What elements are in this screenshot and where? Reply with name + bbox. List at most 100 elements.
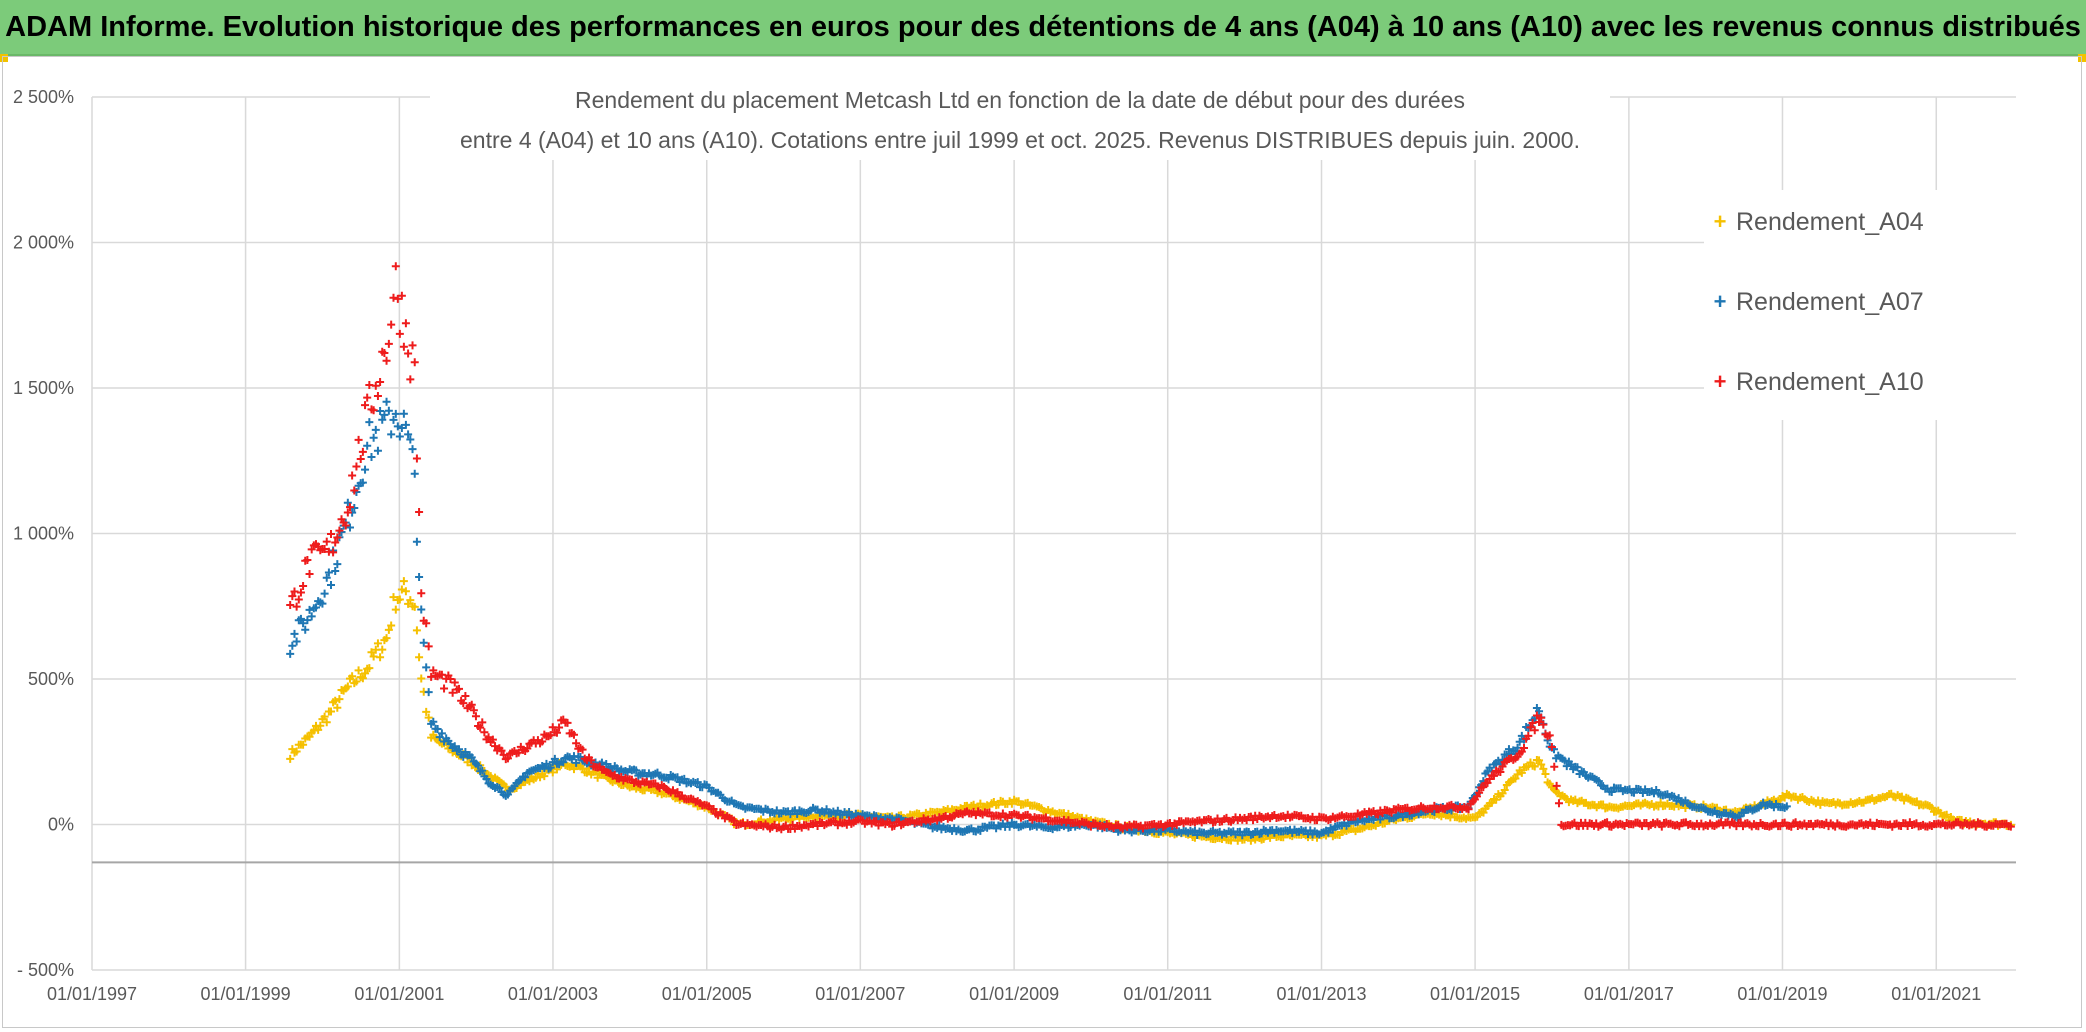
y-tick-label: 0% bbox=[48, 815, 74, 835]
y-tick-label: 2 000% bbox=[13, 233, 74, 253]
point-rendement_a07 bbox=[399, 409, 408, 418]
point-rendement_a10 bbox=[294, 595, 303, 604]
point-rendement_a10 bbox=[1526, 723, 1535, 732]
x-tick-label: 01/01/2021 bbox=[1891, 984, 1981, 1004]
point-rendement_a10 bbox=[350, 486, 359, 495]
point-rendement_a10 bbox=[329, 548, 338, 557]
point-rendement_a10 bbox=[341, 521, 350, 530]
point-rendement_a10 bbox=[335, 526, 344, 535]
point-rendement_a04 bbox=[1537, 760, 1546, 769]
point-rendement_a07 bbox=[292, 637, 301, 646]
point-rendement_a07 bbox=[343, 498, 352, 507]
point-rendement_a04 bbox=[376, 653, 385, 662]
point-rendement_a07 bbox=[521, 773, 530, 782]
point-rendement_a10 bbox=[384, 339, 393, 348]
point-rendement_a04 bbox=[540, 772, 549, 781]
point-rendement_a07 bbox=[387, 430, 396, 439]
point-rendement_a10 bbox=[1603, 818, 1612, 827]
point-rendement_a10 bbox=[1524, 731, 1533, 740]
point-rendement_a10 bbox=[352, 462, 361, 471]
x-tick-label: 01/01/2011 bbox=[1123, 984, 1212, 1004]
point-rendement_a04 bbox=[348, 672, 357, 681]
point-rendement_a07 bbox=[546, 763, 555, 772]
point-rendement_a10 bbox=[480, 728, 489, 737]
point-rendement_a07 bbox=[664, 775, 673, 784]
point-rendement_a10 bbox=[320, 544, 329, 553]
point-rendement_a10 bbox=[410, 358, 419, 367]
legend-item-a07: + Rendement_A07 bbox=[1704, 282, 1924, 322]
point-rendement_a04 bbox=[378, 645, 387, 654]
point-rendement_a10 bbox=[406, 375, 415, 384]
point-rendement_a10 bbox=[371, 381, 380, 390]
y-tick-label: 1 500% bbox=[13, 378, 74, 398]
point-rendement_a10 bbox=[382, 356, 391, 365]
point-rendement_a07 bbox=[358, 478, 367, 487]
point-rendement_a07 bbox=[1567, 760, 1576, 769]
point-rendement_a07 bbox=[345, 523, 354, 532]
point-rendement_a07 bbox=[417, 605, 426, 614]
point-rendement_a10 bbox=[467, 700, 476, 709]
point-rendement_a07 bbox=[433, 725, 442, 734]
point-rendement_a10 bbox=[417, 589, 426, 598]
legend-item-a04: + Rendement_A04 bbox=[1704, 202, 1924, 242]
point-rendement_a10 bbox=[563, 718, 572, 727]
point-rendement_a07 bbox=[380, 410, 389, 419]
point-rendement_a07 bbox=[389, 415, 398, 424]
point-rendement_a04 bbox=[305, 732, 314, 741]
point-rendement_a04 bbox=[417, 674, 426, 683]
point-rendement_a10 bbox=[1464, 805, 1473, 814]
point-rendement_a04 bbox=[365, 664, 374, 673]
point-rendement_a04 bbox=[1539, 764, 1548, 773]
point-rendement_a10 bbox=[408, 341, 417, 350]
point-rendement_a04 bbox=[358, 674, 367, 683]
point-rendement_a10 bbox=[1550, 762, 1559, 771]
point-rendement_a07 bbox=[1504, 745, 1513, 754]
point-rendement_a10 bbox=[424, 642, 433, 651]
chart-title-line-1: Rendement du placement Metcash Ltd en fo… bbox=[575, 87, 1465, 113]
point-rendement_a07 bbox=[422, 663, 431, 672]
point-rendement_a04 bbox=[1927, 803, 1936, 812]
point-rendement_a07 bbox=[1190, 826, 1199, 835]
point-rendement_a10 bbox=[305, 569, 314, 578]
point-rendement_a10 bbox=[523, 744, 532, 753]
point-rendement_a04 bbox=[401, 587, 410, 596]
point-rendement_a04 bbox=[412, 626, 421, 635]
report-banner: ADAM Informe. Evolution historique des p… bbox=[0, 0, 2086, 56]
point-rendement_a10 bbox=[484, 733, 493, 742]
x-tick-label: 01/01/1997 bbox=[47, 984, 137, 1004]
point-rendement_a10 bbox=[387, 320, 396, 329]
point-rendement_a10 bbox=[397, 291, 406, 300]
point-rendement_a07 bbox=[1535, 707, 1544, 716]
point-rendement_a04 bbox=[397, 585, 406, 594]
point-rendement_a07 bbox=[286, 649, 295, 658]
point-rendement_a04 bbox=[1541, 769, 1550, 778]
point-rendement_a10 bbox=[354, 435, 363, 444]
point-rendement_a10 bbox=[327, 529, 336, 538]
point-rendement_a10 bbox=[303, 555, 312, 564]
point-rendement_a10 bbox=[459, 699, 468, 708]
y-axis-ticks: - 500% 0% 500% 1 000% 1 500% 2 000% 2 500% bbox=[13, 87, 74, 980]
point-rendement_a07 bbox=[361, 465, 370, 474]
point-rendement_a10 bbox=[348, 471, 357, 480]
point-rendement_a10 bbox=[446, 675, 455, 684]
point-rendement_a07 bbox=[320, 589, 329, 598]
point-rendement_a07 bbox=[673, 773, 682, 782]
point-rendement_a07 bbox=[296, 614, 305, 623]
point-rendement_a10 bbox=[288, 592, 297, 601]
point-rendement_a07 bbox=[474, 761, 483, 770]
point-rendement_a04 bbox=[314, 725, 323, 734]
point-rendement_a07 bbox=[412, 537, 421, 546]
x-tick-label: 01/01/2015 bbox=[1430, 984, 1520, 1004]
point-rendement_a10 bbox=[578, 745, 587, 754]
chart-title: Rendement du placement Metcash Ltd en fo… bbox=[430, 80, 1610, 160]
point-rendement_a10 bbox=[296, 588, 305, 597]
point-rendement_a10 bbox=[1539, 720, 1548, 729]
point-rendement_a04 bbox=[352, 677, 361, 686]
point-rendement_a10 bbox=[1520, 744, 1528, 753]
point-rendement_a10 bbox=[552, 728, 561, 737]
point-rendement_a07 bbox=[419, 638, 428, 647]
point-rendement_a10 bbox=[376, 378, 385, 387]
point-rendement_a10 bbox=[1528, 719, 1537, 728]
x-tick-label: 01/01/2007 bbox=[815, 984, 905, 1004]
